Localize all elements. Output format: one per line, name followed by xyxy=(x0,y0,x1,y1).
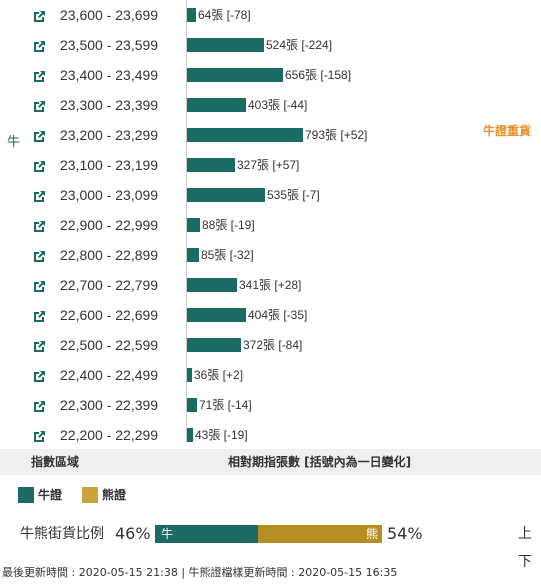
bar-mark xyxy=(187,128,303,142)
bar-value-label: 793張 [+52] xyxy=(305,128,368,142)
chart-row: 23,600 - 23,699 64張 [-78] xyxy=(0,0,541,30)
index-range-label: 22,900 - 22,999 xyxy=(60,217,159,233)
external-link-icon[interactable] xyxy=(33,308,46,322)
legend-bear-swatch xyxy=(82,487,98,503)
chart-row: 23,100 - 23,199 327張 [+57] xyxy=(0,150,541,180)
bar-mark xyxy=(187,278,237,292)
external-link-icon[interactable] xyxy=(33,338,46,352)
bar-mark xyxy=(187,68,283,82)
bar-value-label: 64張 [-78] xyxy=(198,8,251,22)
external-link-icon[interactable] xyxy=(33,158,46,172)
bar-value-label: 327張 [+57] xyxy=(237,158,300,172)
index-range-label: 23,300 - 23,399 xyxy=(60,97,159,113)
legend-bull-swatch xyxy=(18,487,34,503)
index-range-label: 22,500 - 22,599 xyxy=(60,337,159,353)
external-link-icon[interactable] xyxy=(33,218,46,232)
ratio-next-link[interactable]: 上下 xyxy=(518,526,532,570)
index-range-label: 23,600 - 23,699 xyxy=(60,7,159,23)
external-link-icon[interactable] xyxy=(33,68,46,82)
chart-row: 23,000 - 23,099 535張 [-7] xyxy=(0,180,541,210)
chart-axis xyxy=(186,0,187,442)
chart-row: 22,600 - 22,699 404張 [-35] xyxy=(0,300,541,330)
external-link-icon[interactable] xyxy=(33,8,46,22)
index-range-label: 23,000 - 23,099 xyxy=(60,187,159,203)
bar-value-label: 535張 [-7] xyxy=(267,188,320,202)
bar-mark xyxy=(187,248,199,262)
ratio-bar: 牛 熊 xyxy=(155,525,382,543)
bar-mark xyxy=(187,218,200,232)
bar-value-label: 36張 [+2] xyxy=(194,368,244,382)
bar-mark xyxy=(187,38,264,52)
index-range-label: 23,400 - 23,499 xyxy=(60,67,159,83)
bar-value-label: 404張 [-35] xyxy=(248,308,308,322)
index-range-label: 23,100 - 23,199 xyxy=(60,157,159,173)
bar-mark xyxy=(187,8,196,22)
external-link-icon[interactable] xyxy=(33,278,46,292)
index-range-label: 23,200 - 23,299 xyxy=(60,127,159,143)
bull-bear-ratio: 牛熊街貨比例 46% 牛 熊 54% 上下 xyxy=(0,520,541,570)
index-range-label: 22,600 - 22,699 xyxy=(60,307,159,323)
ratio-bear-percent: 54% xyxy=(387,524,423,543)
bar-mark xyxy=(187,398,197,412)
bar-value-label: 341張 [+28] xyxy=(239,278,302,292)
chart-row: 22,200 - 22,299 43張 [-19] xyxy=(0,420,541,450)
header-index-range: 指數區域 xyxy=(31,455,80,469)
bar-value-label: 403張 [-44] xyxy=(248,98,308,112)
external-link-icon[interactable] xyxy=(33,38,46,52)
bar-value-label: 43張 [-19] xyxy=(195,428,248,442)
bar-mark xyxy=(187,368,192,382)
chart-row: 23,200 - 23,299 793張 [+52] xyxy=(0,120,541,150)
chart-row: 22,900 - 22,999 88張 [-19] xyxy=(0,210,541,240)
ratio-bull-segment: 牛 xyxy=(155,525,258,543)
external-link-icon[interactable] xyxy=(33,248,46,262)
header-contracts: 相對期指張數 [括號內為一日變化] xyxy=(228,455,412,469)
index-range-label: 22,800 - 22,899 xyxy=(60,247,159,263)
bar-mark xyxy=(187,158,235,172)
bar-mark xyxy=(187,428,193,442)
chart-row: 22,800 - 22,899 85張 [-32] xyxy=(0,240,541,270)
bar-mark xyxy=(187,188,265,202)
external-link-icon[interactable] xyxy=(33,98,46,112)
external-link-icon[interactable] xyxy=(33,398,46,412)
index-range-label: 22,300 - 22,399 xyxy=(60,397,159,413)
legend-bear-label: 熊證 xyxy=(102,488,127,502)
ratio-bear-segment: 熊 xyxy=(258,525,382,543)
bar-value-label: 524張 [-224] xyxy=(266,38,333,52)
bar-mark xyxy=(187,98,246,112)
bull-side-label: 牛 xyxy=(7,135,21,150)
legend-bull-label: 牛證 xyxy=(38,488,63,502)
ratio-bull-text: 牛 xyxy=(161,527,174,541)
bar-value-label: 71張 [-14] xyxy=(199,398,252,412)
update-time-footer: 最後更新時間 : 2020-05-15 21:38 | 牛熊證檔樣更新時間 : … xyxy=(2,566,398,579)
chart-row: 23,400 - 23,499 656張 [-158] xyxy=(0,60,541,90)
external-link-icon[interactable] xyxy=(33,428,46,442)
table-header: 指數區域 相對期指張數 [括號內為一日變化] xyxy=(0,449,541,475)
chart-row: 23,500 - 23,599 524張 [-224] xyxy=(0,30,541,60)
bar-value-label: 372張 [-84] xyxy=(243,338,303,352)
index-range-label: 22,400 - 22,499 xyxy=(60,367,159,383)
index-range-label: 23,500 - 23,599 xyxy=(60,37,159,53)
index-range-label: 22,200 - 22,299 xyxy=(60,427,159,443)
bull-heavy-label: 牛證重貨 xyxy=(483,124,532,138)
index-range-label: 22,700 - 22,799 xyxy=(60,277,159,293)
ratio-label: 牛熊街貨比例 xyxy=(20,526,104,542)
bar-mark xyxy=(187,338,241,352)
bar-value-label: 85張 [-32] xyxy=(201,248,254,262)
chart-row: 22,500 - 22,599 372張 [-84] xyxy=(0,330,541,360)
chart-row: 23,300 - 23,399 403張 [-44] xyxy=(0,90,541,120)
chart-row: 22,400 - 22,499 36張 [+2] xyxy=(0,360,541,390)
chart-row: 22,700 - 22,799 341張 [+28] xyxy=(0,270,541,300)
bar-mark xyxy=(187,308,246,322)
external-link-icon[interactable] xyxy=(33,188,46,202)
external-link-icon[interactable] xyxy=(33,128,46,142)
bar-value-label: 656張 [-158] xyxy=(285,68,352,82)
bar-value-label: 88張 [-19] xyxy=(202,218,255,232)
ratio-bull-percent: 46% xyxy=(115,524,151,543)
external-link-icon[interactable] xyxy=(33,368,46,382)
chart-row: 22,300 - 22,399 71張 [-14] xyxy=(0,390,541,420)
ratio-bear-text: 熊 xyxy=(365,527,378,541)
